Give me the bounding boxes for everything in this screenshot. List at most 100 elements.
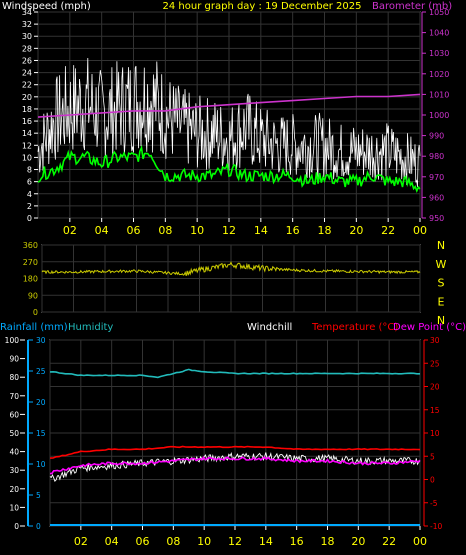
direction-y-tick-label: 180 <box>23 275 38 284</box>
temp-y-tick-label: 15 <box>430 406 440 415</box>
temp-y-tick-label: -10 <box>430 522 442 531</box>
barometer-y-tick-label: 1030 <box>429 49 449 58</box>
chart-title: 24 hour graph day : 19 December 2025 <box>163 1 362 12</box>
dewpoint-series <box>49 456 421 475</box>
legend-item: Temperature (°C) <box>311 322 398 333</box>
windchill-series <box>49 452 421 483</box>
direction-y-tick-label: 360 <box>23 241 38 250</box>
humidity-y-tick-label: 70 <box>9 392 19 401</box>
temp-y-tick-label: -5 <box>430 499 438 508</box>
wind-y-tick-label: 2 <box>27 202 32 211</box>
temp-y-tick-label: 5 <box>430 452 435 461</box>
wind-x-tick-label: 18 <box>318 224 332 237</box>
humidity-y-tick-label: 90 <box>9 355 19 364</box>
compass-label: E <box>438 295 445 308</box>
legend-item: Dew Point (°C) <box>393 322 466 333</box>
wind-y-tick-label: 22 <box>22 81 32 90</box>
wind-y-tick-label: 12 <box>22 141 32 150</box>
wind-x-tick-label: 14 <box>254 224 268 237</box>
wind-x-tick-label: 00 <box>413 224 427 237</box>
compass-label: W <box>436 258 447 271</box>
temp-x-tick-label: 14 <box>259 535 273 548</box>
barometer-y-tick-label: 980 <box>429 152 444 161</box>
temp-y-tick-label: 20 <box>430 383 440 392</box>
temp-y-tick-label: 25 <box>430 359 440 368</box>
wind-direction-series <box>41 261 421 277</box>
humidity-y-tick-label: 100 <box>5 336 20 345</box>
barometer-y-tick-label: 1020 <box>429 70 449 79</box>
temp-x-tick-label: 22 <box>382 535 396 548</box>
humidity-y-tick-label: 20 <box>9 485 19 494</box>
wind-x-tick-label: 08 <box>158 224 172 237</box>
wind-x-tick-label: 12 <box>222 224 236 237</box>
wind-y-tick-label: 34 <box>22 8 32 17</box>
compass-label: N <box>437 314 445 327</box>
wind-y-tick-label: 16 <box>22 117 32 126</box>
temp-x-tick-label: 18 <box>321 535 335 548</box>
wind-x-tick-label: 10 <box>190 224 204 237</box>
rain-y-tick-label: 20 <box>36 398 46 407</box>
temp-x-tick-label: 06 <box>136 535 150 548</box>
temp-y-tick-label: 0 <box>430 476 435 485</box>
wind-y-tick-label: 4 <box>27 190 32 199</box>
wind-x-tick-label: 04 <box>95 224 109 237</box>
barometer-y-tick-label: 970 <box>429 173 444 182</box>
direction-y-tick-label: 90 <box>28 291 38 300</box>
humidity-y-tick-label: 80 <box>9 373 19 382</box>
barometer-axis-title: Barometer (mb) <box>372 1 452 12</box>
temp-x-tick-label: 20 <box>351 535 365 548</box>
humidity-series <box>49 368 420 379</box>
wind-y-tick-label: 24 <box>22 69 32 78</box>
humidity-y-tick-label: 50 <box>9 429 19 438</box>
wind-y-tick-label: 0 <box>27 214 32 223</box>
wind-y-tick-label: 6 <box>27 178 32 187</box>
wind-x-tick-label: 22 <box>381 224 395 237</box>
humidity-y-tick-label: 60 <box>9 410 19 419</box>
legend-item: Windchill <box>247 322 292 333</box>
humidity-y-tick-label: 10 <box>9 503 19 512</box>
rain-y-tick-label: 15 <box>36 429 46 438</box>
wind-y-tick-label: 20 <box>22 93 32 102</box>
humidity-y-tick-label: 30 <box>9 466 19 475</box>
barometer-y-tick-label: 1050 <box>429 8 449 17</box>
compass-label: N <box>437 239 445 252</box>
wind-x-tick-label: 16 <box>286 224 300 237</box>
wind-x-tick-label: 06 <box>127 224 141 237</box>
barometer-y-tick-label: 1000 <box>429 111 449 120</box>
wind-y-tick-label: 10 <box>22 153 32 162</box>
wind-y-tick-label: 26 <box>22 56 32 65</box>
direction-y-tick-label: 270 <box>23 258 38 267</box>
rain-y-tick-label: 30 <box>36 336 46 345</box>
wind-y-tick-label: 8 <box>27 166 32 175</box>
wind-average-series <box>37 145 421 194</box>
temp-x-tick-label: 02 <box>74 535 88 548</box>
wind-y-tick-label: 18 <box>22 105 32 114</box>
legend-item: Humidity <box>68 322 113 333</box>
barometer-series <box>37 93 421 118</box>
temp-x-tick-label: 12 <box>228 535 242 548</box>
temp-y-tick-label: 10 <box>430 429 440 438</box>
compass-label: S <box>438 277 445 290</box>
wind-y-tick-label: 14 <box>22 129 32 138</box>
rain-y-tick-label: 10 <box>36 460 46 469</box>
rain-y-tick-label: 25 <box>36 367 46 376</box>
barometer-y-tick-label: 1040 <box>429 29 449 38</box>
legend-item: Rainfall (mm) <box>0 322 68 333</box>
temp-x-tick-label: 10 <box>197 535 211 548</box>
barometer-y-tick-label: 960 <box>429 193 444 202</box>
rain-y-tick-label: 5 <box>36 491 41 500</box>
temp-x-tick-label: 16 <box>290 535 304 548</box>
temp-x-tick-label: 00 <box>413 535 427 548</box>
wind-y-axis-title: Windspeed (mph) <box>2 1 91 12</box>
humidity-y-tick-label: 40 <box>9 448 19 457</box>
barometer-y-tick-label: 950 <box>429 214 444 223</box>
wind-y-tick-label: 28 <box>22 44 32 53</box>
barometer-y-tick-label: 990 <box>429 132 444 141</box>
rain-y-tick-label: 0 <box>36 522 41 531</box>
barometer-y-tick-label: 1010 <box>429 90 449 99</box>
wind-x-tick-label: 02 <box>63 224 77 237</box>
direction-y-tick-label: 0 <box>33 308 38 317</box>
humidity-y-tick-label: 0 <box>14 522 19 531</box>
